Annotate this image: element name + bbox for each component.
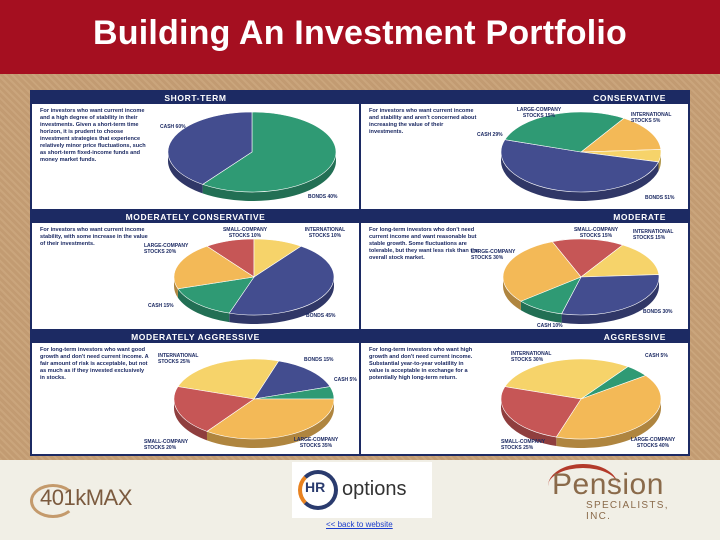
- panel-heading: AGGRESSIVE: [361, 331, 688, 343]
- pie-chart-moderate: [502, 238, 660, 324]
- panel-conservative: CONSERVATIVE For investors who want curr…: [361, 92, 688, 209]
- pension-arc-icon: [548, 464, 618, 508]
- label-bonds: BONDS 15%: [304, 357, 334, 363]
- pie-slice-bonds: [500, 139, 659, 193]
- panel-description: For investors who want current income an…: [40, 108, 146, 163]
- label-small-company: SMALL-COMPANY STOCKS 20%: [144, 439, 188, 451]
- label-international: INTERNATIONAL STOCKS 15%: [633, 229, 674, 241]
- label-bonds: BONDS 45%: [306, 313, 336, 319]
- pension-sub: SPECIALISTS, INC.: [586, 500, 669, 522]
- pie-slice-bonds: [228, 245, 335, 316]
- pie-side-small: [174, 399, 207, 441]
- logo-ring-icon: [30, 484, 76, 518]
- panel-heading: MODERATELY AGGRESSIVE: [32, 331, 359, 343]
- panel-description: For long-term investors who want good gr…: [40, 347, 149, 381]
- pie-chart-short-term: [167, 111, 337, 201]
- panel-description: For long-term investors who want high gr…: [369, 347, 473, 381]
- pie-side-large: [503, 277, 521, 311]
- label-large-company: LARGE-COMPANY STOCKS 15%: [516, 107, 562, 119]
- panel-description: For investors who want current income st…: [40, 227, 148, 247]
- pie-slice-small: [500, 386, 582, 438]
- pie-side-large: [206, 399, 334, 448]
- label-large-company: LARGE-COMPANY STOCKS 20%: [144, 243, 189, 255]
- panel-aggressive: AGGRESSIVE For long-term investors who w…: [361, 331, 688, 454]
- panel-description: For investors who want current income an…: [369, 108, 477, 135]
- pie-slice-small: [551, 238, 624, 278]
- pie-slice-small: [173, 386, 255, 432]
- pie-side-cash: [520, 301, 562, 323]
- label-small-company: SMALL-COMPANY STOCKS 25%: [501, 439, 545, 451]
- pie-slice-large: [502, 241, 582, 302]
- pie-side-intl: [658, 152, 661, 171]
- pie-chart-moderately-conservative: [173, 238, 335, 324]
- pie-slice-bonds: [561, 274, 660, 316]
- pie-chart-conservative: [500, 111, 662, 201]
- pie-chart-moderately-aggressive: [173, 358, 335, 448]
- label-small-company: SMALL-COMPANY STOCKS 10%: [222, 227, 268, 239]
- pie-slice-cash: [201, 111, 337, 193]
- panel-heading: SHORT-TERM: [32, 92, 359, 104]
- pension-name: Pension: [552, 468, 664, 501]
- portfolio-grid: SHORT-TERM For investors who want curren…: [30, 90, 690, 456]
- label-cash: CASH 10%: [537, 323, 563, 329]
- label-cash: CASH 5%: [645, 353, 668, 359]
- label-bonds: BONDS 30%: [643, 309, 673, 315]
- pie-side-bonds: [501, 152, 659, 201]
- panel-description: For long-term investors who don't need c…: [369, 227, 479, 261]
- pie-slice-cash: [504, 111, 625, 153]
- logo-hr-options: HR options: [292, 462, 432, 518]
- pie-side-large: [174, 277, 178, 298]
- label-cash: CASH 15%: [148, 303, 174, 309]
- pie-slice-large: [580, 117, 662, 153]
- back-to-website-link[interactable]: << back to website: [326, 520, 393, 529]
- pie-side-cash: [177, 288, 230, 323]
- panel-short-term: SHORT-TERM For investors who want curren…: [32, 92, 359, 209]
- pie-side-bonds: [229, 277, 334, 324]
- label-large-company: LARGE-COMPANY STOCKS 35%: [293, 437, 339, 449]
- panel-heading: CONSERVATIVE: [361, 92, 688, 104]
- logo-401kmax: 401kMAX: [26, 482, 146, 518]
- panel-moderately-conservative: MODERATELY CONSERVATIVE For investors wh…: [32, 211, 359, 329]
- pie-side-large: [556, 399, 661, 448]
- title-banner: Building An Investment Portfolio: [0, 0, 720, 74]
- hr-circle-icon: [298, 470, 338, 510]
- logo-401kmax-text: 401kMAX: [40, 485, 132, 510]
- pie-slice-intl: [177, 358, 280, 400]
- pie-chart-aggressive: [500, 358, 662, 448]
- pie-slice-intl: [580, 244, 660, 278]
- label-international: INTERNATIONAL STOCKS 5%: [631, 112, 672, 124]
- panel-heading: MODERATE: [361, 211, 688, 223]
- hr-options-text: options: [342, 478, 407, 500]
- hr-logo-text: HR: [305, 479, 326, 495]
- pie-slice-large: [206, 398, 335, 440]
- label-international: INTERNATIONAL STOCKS 25%: [158, 353, 199, 365]
- label-bonds: BONDS 40%: [308, 194, 338, 200]
- label-international: INTERNATIONAL STOCKS 30%: [511, 351, 552, 363]
- panel-moderate: MODERATE For long-term investors who don…: [361, 211, 688, 329]
- pie-side-bonds: [168, 152, 203, 194]
- panel-heading: MODERATELY CONSERVATIVE: [32, 211, 359, 223]
- label-international: INTERNATIONAL STOCKS 10%: [304, 227, 346, 239]
- pie-slice-large: [555, 375, 662, 440]
- label-cash: CASH 29%: [477, 132, 503, 138]
- label-small-company: SMALL-COMPANY STOCKS 15%: [573, 227, 619, 239]
- label-cash: CASH 60%: [160, 124, 186, 130]
- panel-moderately-aggressive: MODERATELY AGGRESSIVE For long-term inve…: [32, 331, 359, 454]
- pie-slice-bonds: [167, 111, 253, 185]
- pie-slice-intl: [504, 358, 629, 400]
- label-cash: CASH 5%: [334, 377, 357, 383]
- label-large-company: LARGE-COMPANY STOCKS 30%: [471, 249, 516, 261]
- page-title: Building An Investment Portfolio: [92, 14, 627, 52]
- pie-side-bonds: [561, 277, 659, 324]
- label-large-company: LARGE-COMPANY STOCKS 40%: [630, 437, 676, 449]
- label-bonds: BONDS 51%: [645, 195, 675, 201]
- pie-side-cash: [202, 152, 336, 201]
- logo-pension-specialists: Pension SPECIALISTS, INC.: [548, 462, 698, 522]
- pie-slice-large: [173, 245, 255, 290]
